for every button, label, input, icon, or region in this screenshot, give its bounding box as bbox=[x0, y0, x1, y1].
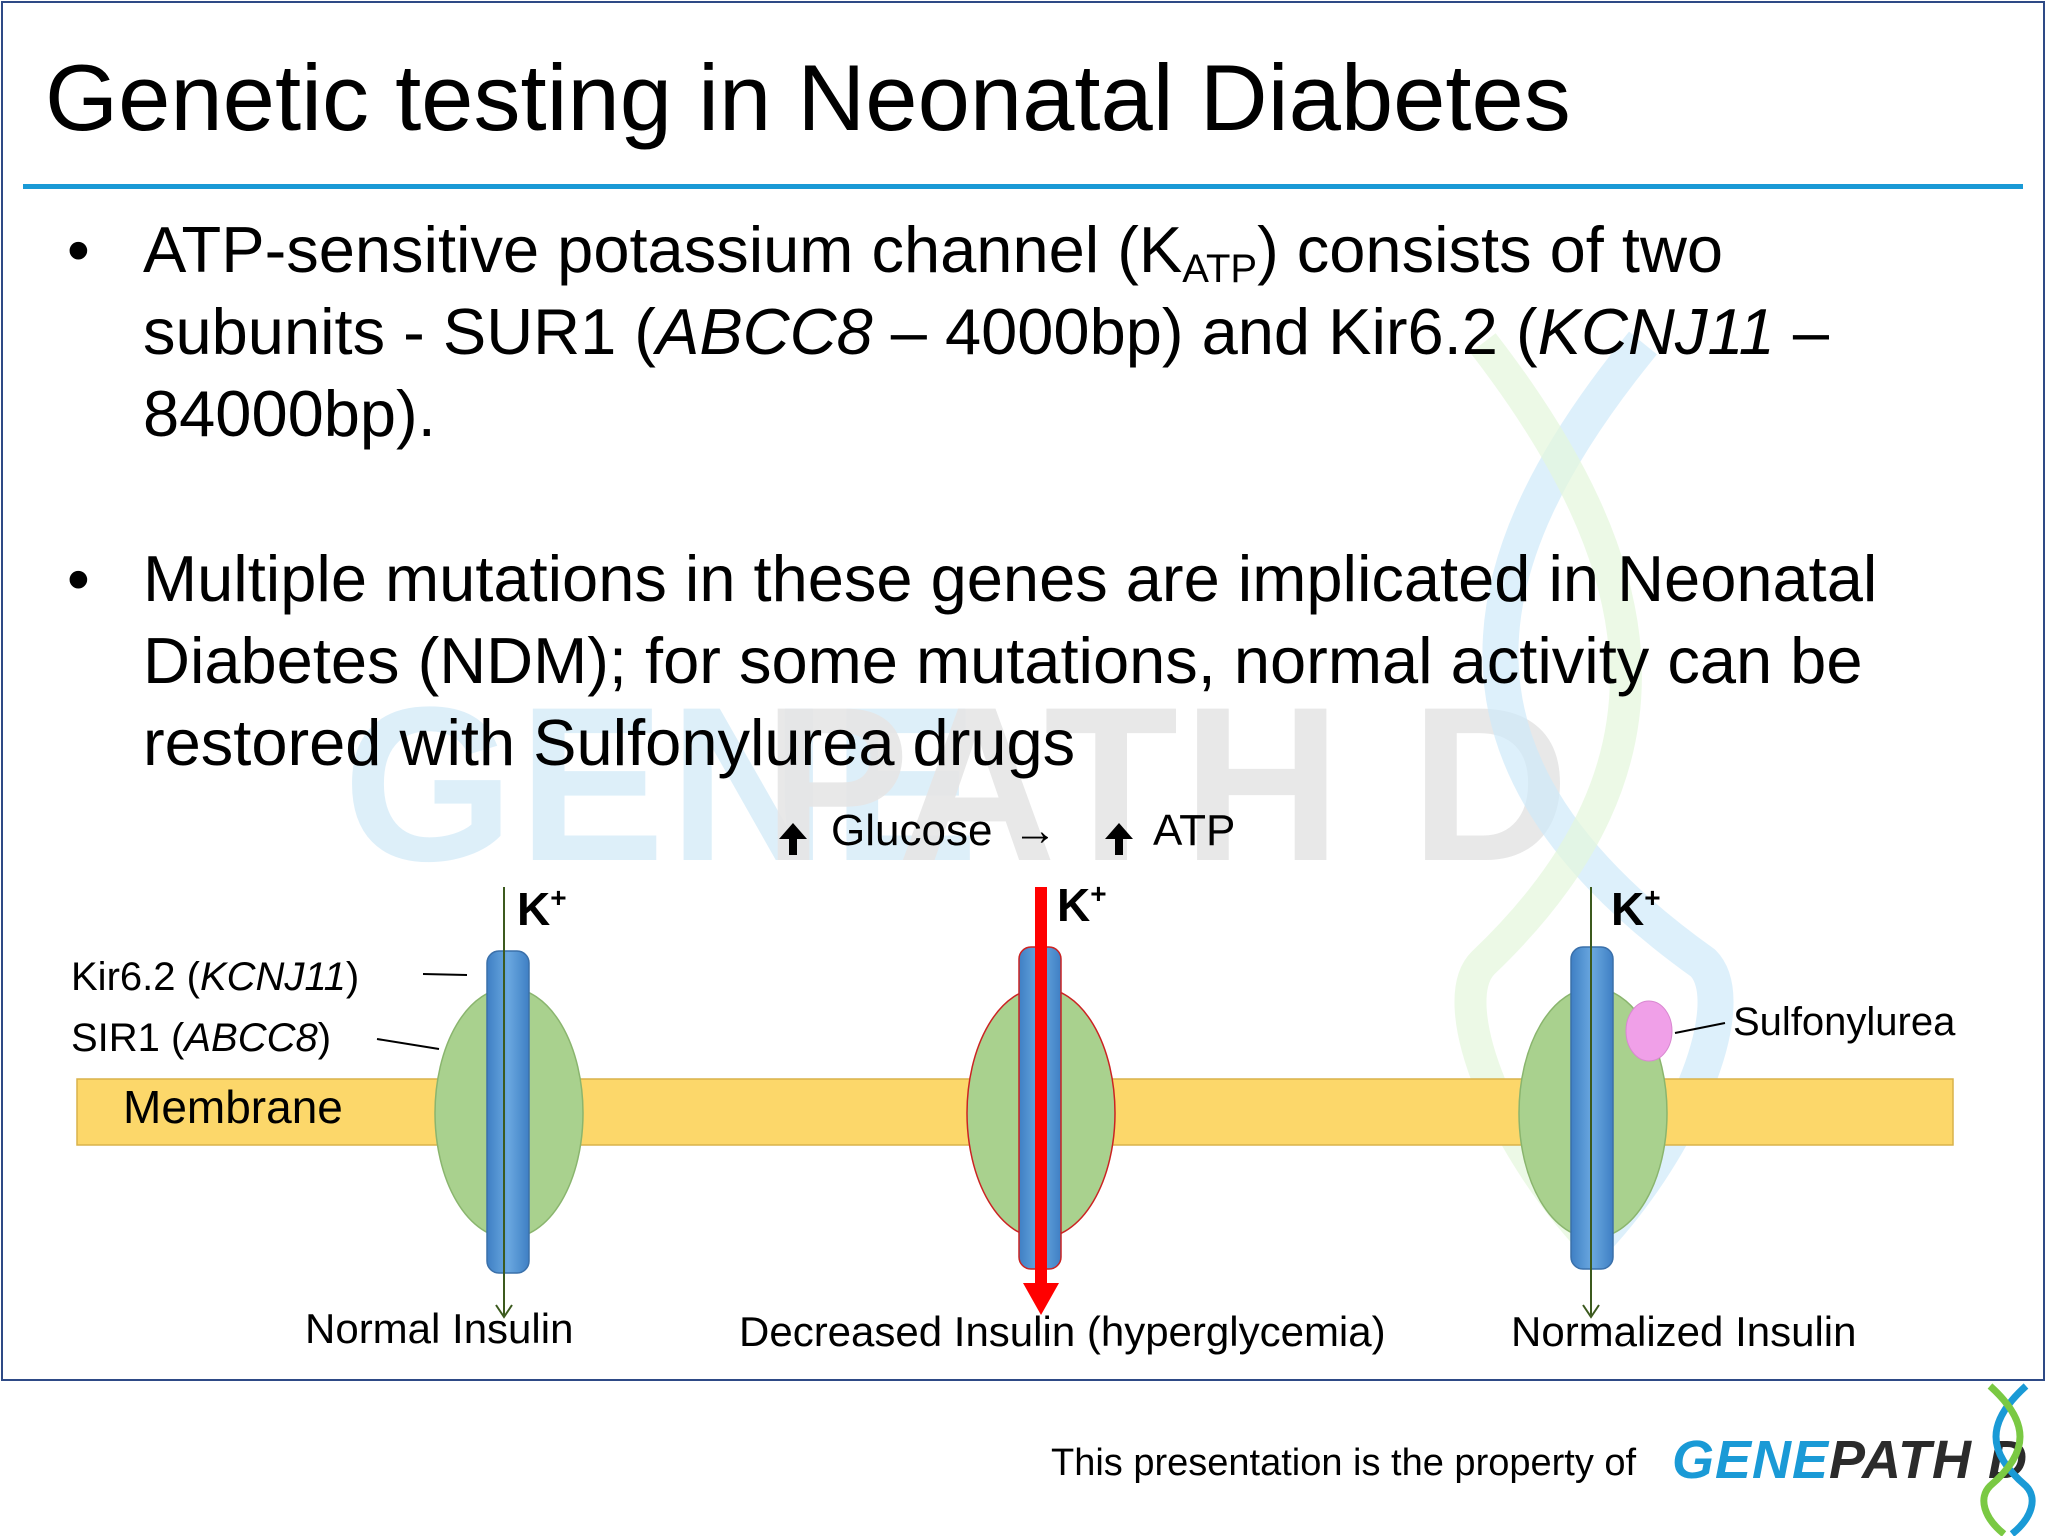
text-run: SIR1 ( bbox=[71, 1016, 185, 1060]
caption-normal: Normal Insulin bbox=[305, 1305, 573, 1352]
text-run: + bbox=[1644, 882, 1660, 913]
text-run: – 4000bp) and Kir6.2 ( bbox=[872, 295, 1538, 368]
up-arrow-icon bbox=[1105, 823, 1133, 855]
bullet-ndm: • Multiple mutations in these genes are … bbox=[67, 538, 2023, 784]
up-arrow-icon bbox=[779, 823, 807, 855]
sulfonylurea-leader-line bbox=[1674, 1022, 1726, 1034]
bullet-line: restored with Sulfonylurea drugs bbox=[143, 706, 1076, 779]
down-arrow-icon bbox=[1582, 1304, 1600, 1319]
dna-logo-icon bbox=[1980, 1383, 2036, 1536]
caption-normalized: Normalized Insulin bbox=[1511, 1308, 1856, 1355]
title-divider bbox=[23, 184, 2023, 189]
kir62-subunit bbox=[486, 950, 530, 1274]
bullet-line: Diabetes (NDM); for some mutations, norm… bbox=[143, 624, 1863, 697]
bullet-marker: • bbox=[67, 542, 90, 615]
sir-label: SIR1 (ABCC8) bbox=[71, 1016, 331, 1060]
text-run: K bbox=[517, 883, 550, 935]
gene-kcnj11: KCNJ11 bbox=[1537, 295, 1775, 368]
text-run: ) bbox=[346, 955, 359, 999]
bullet-marker: • bbox=[67, 213, 90, 286]
right-arrow-icon: → bbox=[1013, 806, 1057, 855]
bullet-katp: • ATP-sensitive potassium channel (KATP)… bbox=[67, 209, 2023, 455]
slide-title: Genetic testing in Neonatal Diabetes bbox=[45, 45, 1571, 150]
gene-abcc8: ABCC8 bbox=[655, 295, 873, 368]
sulfonylurea-molecule bbox=[1625, 1000, 1673, 1062]
kir-label: Kir6.2 (KCNJ11) bbox=[71, 955, 359, 999]
text-run: Kir6.2 ( bbox=[71, 955, 201, 999]
caption-decreased: Decreased Insulin (hyperglycemia) bbox=[739, 1308, 1386, 1355]
text-run: ) bbox=[318, 1016, 331, 1060]
text-run: subunits - SUR1 ( bbox=[143, 295, 656, 368]
membrane-label: Membrane bbox=[123, 1081, 343, 1133]
sulfonylurea-label: Sulfonylurea bbox=[1733, 1000, 1956, 1044]
text-run: K bbox=[1057, 879, 1090, 931]
footer-property-note: This presentation is the property of bbox=[1051, 1442, 1637, 1484]
gene-kcnj11: KCNJ11 bbox=[200, 955, 346, 999]
text-run: – bbox=[1774, 295, 1830, 368]
channel-normal: K+ Normal Insulin bbox=[305, 882, 584, 1352]
katp-channel-diagram: Glucose → ATP Membrane Kir6.2 (KCNJ11) S… bbox=[71, 806, 1956, 1355]
channel-decreased: K+ Decreased Insulin (hyperglycemia) bbox=[739, 878, 1386, 1355]
sir-leader-line bbox=[376, 1038, 440, 1050]
bullet-line: ATP-sensitive potassium channel (KATP) c… bbox=[143, 209, 2023, 291]
atp-label: ATP bbox=[1153, 806, 1235, 855]
subscript-atp: ATP bbox=[1182, 247, 1258, 291]
logo-gene: GENE bbox=[1672, 1430, 1830, 1490]
text-run: ATP-sensitive potassium channel (K bbox=[143, 213, 1183, 286]
channel-normalized: K+ Sulfonylurea Normalized Insulin bbox=[1511, 882, 1956, 1355]
gene-abcc8: ABCC8 bbox=[182, 1016, 318, 1060]
text-run: ) consists of two bbox=[1257, 213, 1724, 286]
text-run: + bbox=[550, 882, 566, 913]
bullet-line: subunits - SUR1 (ABCC8 – 4000bp) and Kir… bbox=[143, 291, 2023, 373]
text-run: + bbox=[1090, 878, 1106, 909]
red-down-arrow-icon bbox=[1023, 1283, 1059, 1315]
down-arrow-icon bbox=[495, 1304, 513, 1319]
slide: GENE PATH D Genetic testing in Neonatal … bbox=[1, 1, 2045, 1381]
glucose-label: Glucose bbox=[831, 806, 992, 855]
k-plus-label: K+ bbox=[1057, 878, 1107, 931]
bullet-line: 84000bp). bbox=[143, 377, 436, 450]
k-plus-label: K+ bbox=[517, 882, 567, 935]
text-run: K bbox=[1611, 883, 1644, 935]
bullet-line: Multiple mutations in these genes are im… bbox=[143, 542, 1878, 615]
k-plus-label: K+ bbox=[1611, 882, 1661, 935]
red-flow-bar bbox=[1035, 887, 1047, 1291]
footer-logo: GENEPATH D bbox=[1672, 1430, 2028, 1490]
kir-leader-line bbox=[422, 973, 468, 976]
